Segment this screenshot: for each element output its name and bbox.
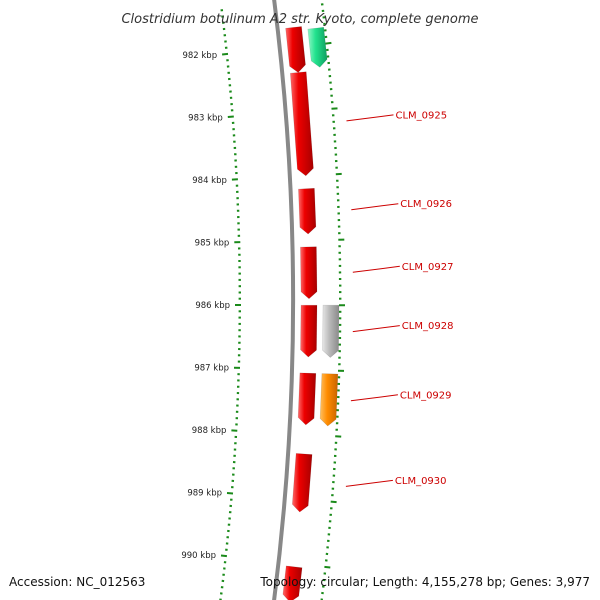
gene-feature[interactable] (307, 26, 328, 68)
map-title: Clostridium botulinum A2 str. Kyoto, com… (121, 12, 478, 27)
scale-tick-major (220, 554, 228, 558)
gene-arrow[interactable] (291, 453, 313, 513)
scale-tick-major (325, 41, 332, 45)
gene-arrow[interactable] (319, 373, 339, 427)
gene-arrow[interactable] (322, 304, 340, 358)
genome-backbone (272, 0, 296, 600)
gene-label-leader (345, 479, 393, 487)
gene-label[interactable]: CLM_0928 (402, 321, 454, 332)
gene-label[interactable]: CLM_0927 (402, 262, 454, 273)
gene-CLM_0925[interactable] (289, 71, 314, 177)
scale-label: 985 kbp (195, 238, 230, 248)
gene-arrow[interactable] (307, 26, 328, 68)
gene-arrow[interactable] (300, 304, 318, 358)
gene-label[interactable]: CLM_0926 (400, 199, 452, 210)
gene-CLM_0928[interactable] (300, 304, 318, 358)
scale-label: 988 kbp (192, 426, 227, 436)
scale-label: 982 kbp (182, 51, 217, 61)
gene-label-leader (351, 203, 399, 211)
scale-tick-major (330, 500, 337, 504)
scale-label: 986 kbp (195, 301, 230, 311)
gene-feature[interactable] (319, 373, 339, 427)
scale-label: 987 kbp (194, 364, 229, 374)
scale-tick-major (226, 492, 234, 495)
gene-arrow[interactable] (297, 372, 317, 426)
gene-CLM_0926[interactable] (298, 187, 317, 235)
gene-label[interactable]: CLM_0929 (400, 390, 452, 401)
scale-tick-major (221, 52, 229, 56)
gene-arrow[interactable] (289, 71, 314, 177)
gene-label[interactable]: CLM_0925 (396, 110, 448, 121)
accession-text: Accession: NC_012563 (9, 575, 145, 589)
gene-arrow[interactable] (285, 26, 306, 73)
scale-tick-major (324, 565, 331, 569)
scale-label: 990 kbp (181, 551, 216, 561)
topology-text: Topology: circular; Length: 4,155,278 bp… (259, 575, 590, 589)
gene-arrow[interactable] (300, 246, 318, 300)
scale-label: 983 kbp (188, 113, 223, 123)
scale-tick-major (227, 115, 234, 118)
gene-label-leader (352, 325, 400, 333)
scale-label: 989 kbp (187, 489, 222, 499)
gene-CLM_0930[interactable] (291, 453, 313, 513)
gene-label-leader (350, 394, 398, 402)
gene-feature[interactable] (282, 565, 303, 600)
gene-CLM_0927[interactable] (300, 246, 318, 300)
gene-feature[interactable] (322, 304, 340, 358)
gene-feature[interactable] (285, 26, 306, 73)
gene-label-leader (352, 265, 400, 273)
gene-label[interactable]: CLM_0930 (395, 476, 447, 487)
scale-label: 984 kbp (192, 176, 227, 186)
gene-arrow[interactable] (298, 187, 317, 235)
gene-arrow[interactable] (282, 565, 303, 600)
gene-label-leader (346, 114, 394, 122)
gene-CLM_0929[interactable] (297, 372, 317, 426)
